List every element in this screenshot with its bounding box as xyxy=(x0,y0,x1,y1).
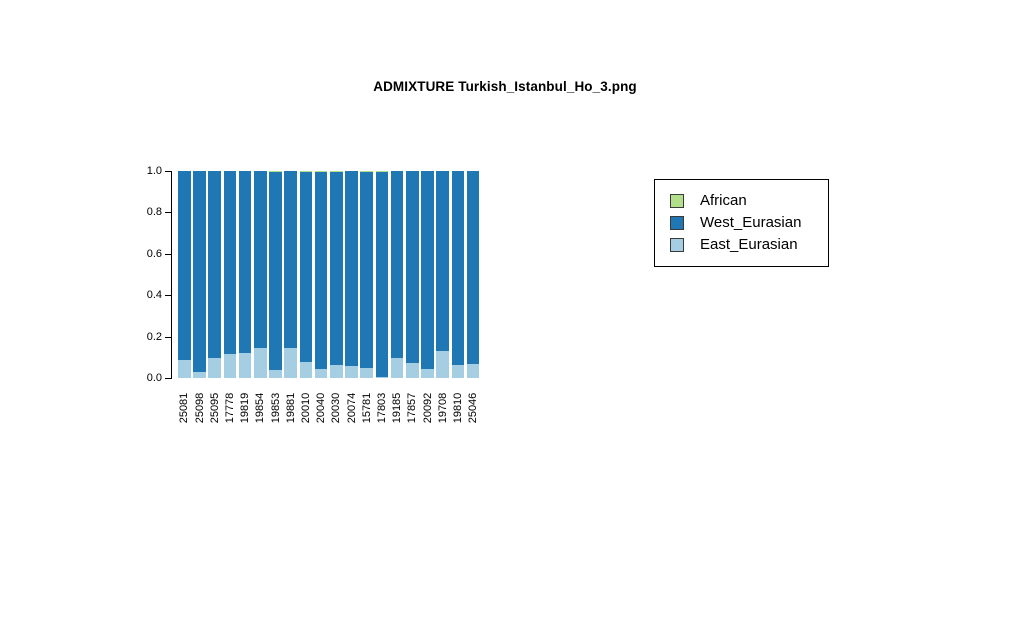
y-tick-label: 0.6 xyxy=(146,247,162,260)
y-tick-label: 1.0 xyxy=(146,165,162,177)
y-tick-label: 0.4 xyxy=(146,289,162,302)
bar-segment-west_eurasian-19853 xyxy=(269,172,282,370)
bar-segment-east_eurasian-20030 xyxy=(330,364,343,378)
bar-segment-west_eurasian-19881 xyxy=(284,171,298,348)
bar-segment-east_eurasian-25095 xyxy=(208,358,222,378)
legend-label: African xyxy=(700,192,747,209)
bar-segment-east_eurasian-25046 xyxy=(466,363,480,378)
x-tick-label: 20092 xyxy=(421,392,434,424)
bar-segment-west_eurasian-20010 xyxy=(299,172,313,363)
y-tick-mark xyxy=(165,295,171,296)
x-tick-label: 25046 xyxy=(467,392,480,424)
bar-segment-west_eurasian-20092 xyxy=(421,171,434,369)
bar-segment-west_eurasian-17803 xyxy=(375,172,389,377)
legend-label: East_Eurasian xyxy=(700,236,798,253)
bar-segment-west_eurasian-25081 xyxy=(178,171,191,361)
bar-segment-west_eurasian-19708 xyxy=(436,171,450,351)
bar-segment-west_eurasian-19185 xyxy=(390,171,404,358)
x-tick-label: 25081 xyxy=(178,392,191,424)
legend-swatch-icon xyxy=(670,238,684,252)
legend-box: African West_Eurasian East_Eurasian xyxy=(654,179,829,267)
bar-segment-east_eurasian-19185 xyxy=(390,357,404,378)
y-tick-mark xyxy=(165,378,171,379)
bar-segment-east_eurasian-19708 xyxy=(436,350,450,378)
x-tick-label: 19708 xyxy=(436,392,449,424)
bar-segment-east_eurasian-17803 xyxy=(375,376,389,378)
x-tick-label: 20010 xyxy=(299,392,312,424)
y-tick-label: 0.8 xyxy=(146,206,162,219)
bar-segment-east_eurasian-19810 xyxy=(451,364,465,378)
x-tick-label: 19185 xyxy=(391,392,404,424)
bar-segment-west_eurasian-20074 xyxy=(345,171,358,366)
bar-segment-east_eurasian-20092 xyxy=(421,368,434,378)
bar-segment-east_eurasian-19853 xyxy=(269,369,282,378)
y-tick-mark xyxy=(165,171,171,172)
x-tick-label: 17778 xyxy=(223,392,236,424)
bar-segment-east_eurasian-25081 xyxy=(178,360,191,378)
bar-segment-east_eurasian-20074 xyxy=(345,366,358,378)
x-tick-label: 19810 xyxy=(451,392,464,424)
bar-segment-west_eurasian-19819 xyxy=(238,171,252,353)
x-tick-label: 19854 xyxy=(254,392,267,424)
y-tick-mark xyxy=(165,337,171,338)
x-tick-label: 20030 xyxy=(330,392,343,424)
legend-item-west_eurasian: West_Eurasian xyxy=(670,212,801,234)
legend-item-east_eurasian: East_Eurasian xyxy=(670,234,798,256)
bar-segment-african-15781 xyxy=(360,171,374,173)
y-tick-mark xyxy=(165,254,171,255)
x-tick-label: 25095 xyxy=(208,392,221,424)
bar-segment-west_eurasian-19854 xyxy=(254,171,267,348)
bar-segment-west_eurasian-17857 xyxy=(406,171,419,363)
bar-segment-east_eurasian-19819 xyxy=(238,352,252,378)
legend-item-african: African xyxy=(670,190,747,212)
bar-segment-african-20030 xyxy=(330,171,343,173)
bar-segment-east_eurasian-17857 xyxy=(406,362,419,378)
legend-swatch-icon xyxy=(670,216,684,230)
x-tick-label: 17803 xyxy=(375,392,388,424)
x-tick-label: 19819 xyxy=(239,392,252,424)
bar-segment-east_eurasian-19854 xyxy=(254,348,267,378)
y-tick-label: 0.2 xyxy=(146,330,162,343)
bar-segment-west_eurasian-20040 xyxy=(314,172,328,369)
bar-segment-east_eurasian-17778 xyxy=(223,354,237,378)
bar-segment-east_eurasian-19881 xyxy=(284,348,298,378)
x-tick-label: 20040 xyxy=(315,392,328,424)
bar-segment-african-20010 xyxy=(299,171,313,173)
y-tick-label: 0.0 xyxy=(146,372,162,384)
x-tick-label: 25098 xyxy=(193,392,206,424)
x-tick-label: 19881 xyxy=(284,392,297,424)
bar-segment-east_eurasian-15781 xyxy=(360,367,374,378)
plot-area: 0.0 0.2 0.4 0.6 0.8 1.0 25081 25098 25095 17778 1… xyxy=(147,165,480,423)
bar-segment-west_eurasian-20030 xyxy=(330,172,343,365)
x-tick-label: 15781 xyxy=(360,392,373,424)
y-tick-mark xyxy=(165,212,171,213)
bar-segment-east_eurasian-25098 xyxy=(193,371,206,378)
legend-label: West_Eurasian xyxy=(700,214,802,231)
legend-swatch-icon xyxy=(670,194,684,208)
x-tick-label: 19853 xyxy=(269,392,282,424)
bar-segment-west_eurasian-17778 xyxy=(223,171,237,355)
bar-segment-african-20040 xyxy=(314,171,328,173)
bar-segment-west_eurasian-25098 xyxy=(193,171,206,372)
bar-segment-african-17803 xyxy=(375,171,389,173)
bar-segment-east_eurasian-20040 xyxy=(314,368,328,378)
bar-segment-west_eurasian-25095 xyxy=(208,171,222,359)
y-axis-line xyxy=(171,171,172,379)
bar-segment-east_eurasian-20010 xyxy=(299,362,313,378)
chart-title: ADMIXTURE Turkish_Istanbul_Ho_3.png xyxy=(373,79,637,94)
bar-segment-west_eurasian-25046 xyxy=(466,171,480,364)
bar-segment-african-19853 xyxy=(269,171,282,173)
x-tick-label: 20074 xyxy=(345,392,358,424)
bar-segment-west_eurasian-15781 xyxy=(360,172,374,368)
x-tick-label: 17857 xyxy=(406,392,419,424)
bar-segment-west_eurasian-19810 xyxy=(451,171,465,365)
